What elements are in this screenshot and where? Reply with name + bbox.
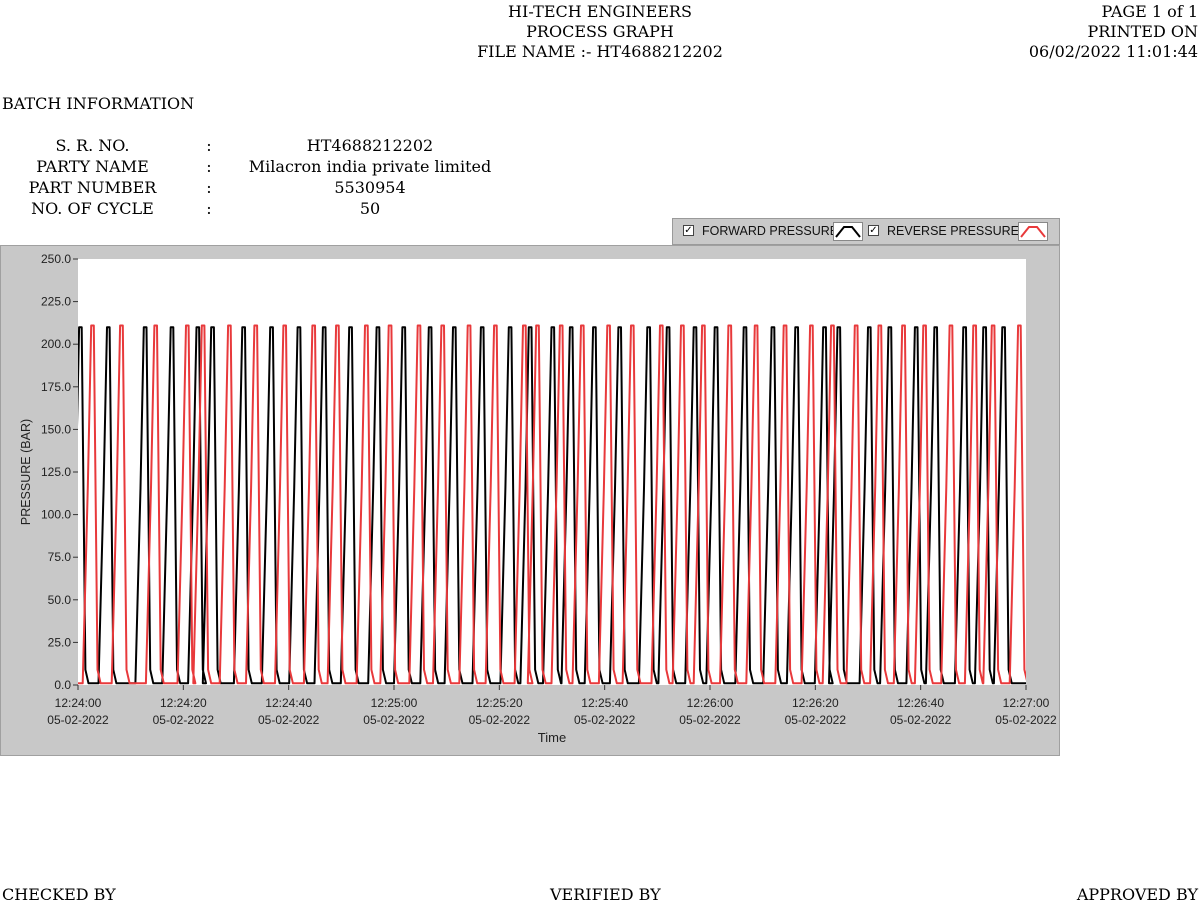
y-axis: 0.0 25.0 50.0 75.0 100.0 125.0 150.0 175.0 200.0… [41, 252, 78, 692]
info-label: PART NUMBER [28, 178, 157, 197]
reverse-pressure-line [78, 324, 1026, 685]
y-tick-label: 225.0 [41, 295, 71, 309]
x-tick-label-date: 05-02-2022 [469, 713, 531, 727]
forward-pressure-line [78, 326, 1026, 685]
file-name: FILE NAME :- HT4688212202 [477, 42, 723, 61]
legend-item-reverse[interactable]: ✓ REVERSE PRESSURE [868, 219, 1061, 244]
document-title: PROCESS GRAPH [526, 22, 674, 41]
pressure-chart: 0.0 25.0 50.0 75.0 100.0 125.0 150.0 175.0 200.0… [19, 252, 1057, 745]
x-tick-label-date: 05-02-2022 [258, 713, 320, 727]
info-colon: : [206, 136, 212, 155]
x-tick-label-time: 12:25:40 [581, 696, 628, 710]
forward-line-swatch-icon [833, 222, 863, 241]
info-value: Milacron india private limited [248, 157, 492, 176]
x-tick-label-time: 12:26:20 [792, 696, 839, 710]
page-number: PAGE 1 of 1 [1101, 2, 1198, 21]
x-tick-label-date: 05-02-2022 [574, 713, 636, 727]
info-label: NO. OF CYCLE [31, 199, 154, 218]
x-tick-label-date: 05-02-2022 [890, 713, 952, 727]
reverse-line-swatch-icon [1018, 222, 1048, 241]
x-tick-label-time: 12:24:20 [160, 696, 207, 710]
legend-label-forward: FORWARD PRESSURE [702, 224, 839, 238]
print-info: PAGE 1 of 1 PRINTED ON 06/02/2022 11:01:… [938, 2, 1198, 62]
printed-on-label: PRINTED ON [1087, 22, 1198, 41]
x-tick-label-date: 05-02-2022 [153, 713, 215, 727]
info-colon: : [206, 199, 212, 218]
info-label: S. R. NO. [55, 136, 130, 155]
y-axis-label: PRESSURE (BAR) [19, 419, 33, 525]
y-tick-label: 25.0 [48, 635, 72, 649]
x-tick-label-time: 12:24:00 [55, 696, 102, 710]
verified-by-label: VERIFIED BY [550, 885, 661, 904]
y-tick-label: 175.0 [41, 380, 71, 394]
company-name: HI-TECH ENGINEERS [508, 2, 692, 21]
x-tick-label-date: 05-02-2022 [679, 713, 741, 727]
x-tick-label-time: 12:24:40 [265, 696, 312, 710]
report-header: HI-TECH ENGINEERS PROCESS GRAPH FILE NAM… [400, 2, 800, 62]
x-tick-label-time: 12:27:00 [1003, 696, 1050, 710]
checkbox-checked-icon[interactable]: ✓ [683, 225, 694, 236]
x-tick-label-time: 12:26:00 [687, 696, 734, 710]
approved-by-label: APPROVED BY [1076, 885, 1198, 904]
x-tick-label-date: 05-02-2022 [363, 713, 425, 727]
info-value: HT4688212202 [306, 136, 434, 155]
y-tick-label: 125.0 [41, 465, 71, 479]
legend-label-reverse: REVERSE PRESSURE [887, 224, 1019, 238]
y-tick-label: 100.0 [41, 508, 71, 522]
y-tick-label: 75.0 [48, 550, 72, 564]
info-label: PARTY NAME [36, 157, 149, 176]
legend-item-forward[interactable]: ✓ FORWARD PRESSURE [673, 219, 868, 244]
checked-by-label: CHECKED BY [2, 885, 116, 904]
x-axis: 12:24:00 05-02-2022 12:24:20 05-02-2022 12:2… [47, 685, 1057, 727]
x-axis-label: Time [538, 730, 566, 745]
x-tick-label-date: 05-02-2022 [47, 713, 109, 727]
chart-legend: ✓ FORWARD PRESSURE ✓ REVERSE PRESSURE [672, 218, 1060, 245]
y-tick-label: 50.0 [48, 593, 72, 607]
y-tick-label: 0.0 [54, 678, 71, 692]
series-group [78, 324, 1026, 685]
x-tick-label-date: 05-02-2022 [785, 713, 847, 727]
x-tick-label-time: 12:25:00 [371, 696, 418, 710]
printed-on-date: 06/02/2022 11:01:44 [1028, 42, 1198, 61]
checkbox-checked-icon[interactable]: ✓ [868, 225, 879, 236]
y-tick-label: 250.0 [41, 252, 71, 266]
info-colon: : [206, 178, 212, 197]
info-colon: : [206, 157, 212, 176]
y-tick-label: 200.0 [41, 337, 71, 351]
x-tick-label-date: 05-02-2022 [995, 713, 1057, 727]
x-tick-label-time: 12:26:40 [897, 696, 944, 710]
y-tick-label: 150.0 [41, 422, 71, 436]
info-value: 50 [359, 199, 381, 218]
batch-information-title: BATCH INFORMATION [2, 94, 195, 113]
x-tick-label-time: 12:25:20 [476, 696, 523, 710]
info-value: 5530954 [334, 178, 406, 197]
